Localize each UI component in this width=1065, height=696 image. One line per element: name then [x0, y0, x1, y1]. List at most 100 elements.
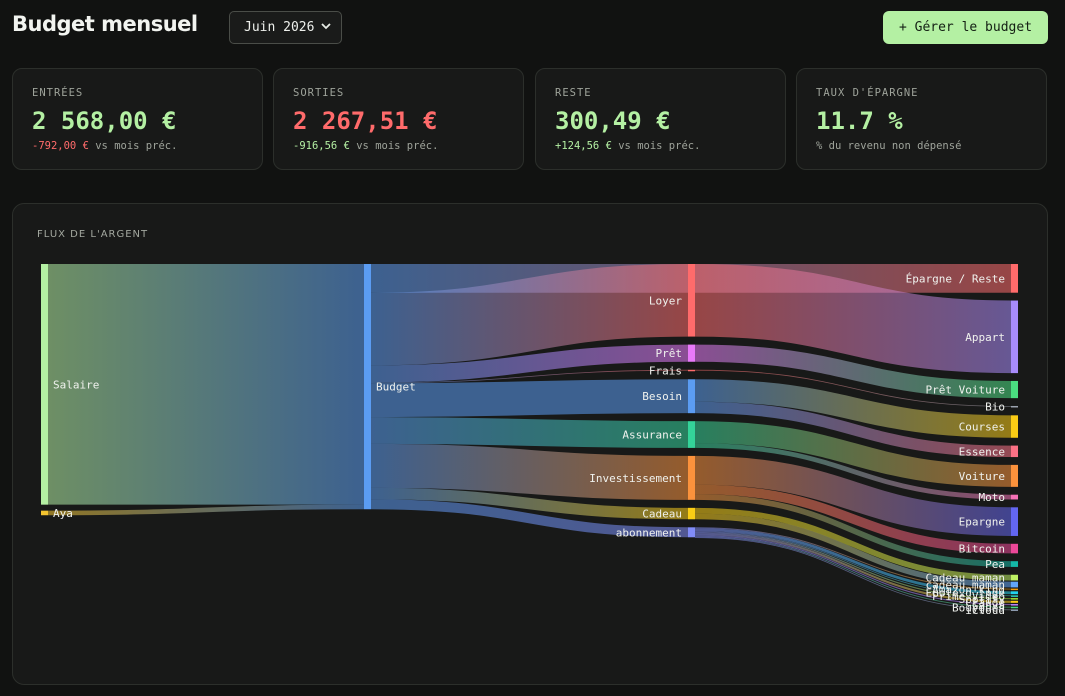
flow-node-label: Epargne: [959, 516, 1005, 529]
flow-node[interactable]: [1011, 604, 1018, 606]
flow-node[interactable]: [1011, 494, 1018, 500]
card-suffix: vs mois préc.: [95, 140, 178, 152]
card-remaining: RESTE 300,49 € +124,56 € vs mois préc.: [535, 68, 786, 170]
flow-node[interactable]: [1011, 600, 1018, 603]
flow-node-label: Investissement: [589, 472, 682, 485]
flow-link[interactable]: [47, 504, 365, 516]
flow-node[interactable]: [1011, 464, 1018, 487]
flow-link[interactable]: [694, 537, 1012, 611]
card-subtext: -792,00 € vs mois préc.: [32, 140, 262, 152]
flow-node[interactable]: [1011, 561, 1018, 567]
flow-node[interactable]: [1011, 588, 1018, 591]
flow-node-label: Spotify: [959, 593, 1006, 606]
flow-node[interactable]: [41, 264, 48, 505]
flow-node-label: Prime Vidéo: [932, 590, 1005, 603]
flow-link[interactable]: [694, 535, 1012, 606]
flow-link[interactable]: [370, 487, 689, 520]
flow-node-label: Voiture: [959, 470, 1005, 483]
flow-node[interactable]: [1011, 380, 1018, 399]
flow-node-label: Appart: [965, 331, 1005, 344]
flow-node-label: iCloud: [965, 604, 1005, 617]
flow-link[interactable]: [694, 369, 1012, 407]
flow-node[interactable]: [688, 344, 695, 362]
flow-node-label: Bitcoin: [959, 543, 1005, 556]
flow-node[interactable]: [688, 264, 695, 337]
manage-budget-button[interactable]: + Gérer le budget: [883, 11, 1048, 44]
flow-link[interactable]: [694, 513, 1012, 588]
card-subtext: % du revenu non dépensé: [816, 140, 1046, 152]
flow-node[interactable]: [1011, 581, 1018, 588]
flow-node[interactable]: [41, 510, 48, 516]
flow-node-label: Prêt: [656, 347, 683, 360]
flow-link[interactable]: [694, 507, 1012, 581]
flow-link[interactable]: [694, 531, 1012, 600]
flow-node[interactable]: [688, 379, 695, 414]
card-suffix: vs mois préc.: [618, 140, 701, 152]
card-label: TAUX D'ÉPARGNE: [816, 87, 919, 99]
card-subtext: -916,56 € vs mois préc.: [293, 140, 523, 152]
flow-link[interactable]: [694, 531, 1012, 597]
flow-link[interactable]: [694, 527, 1012, 590]
money-flow-panel: FLUX DE L'ARGENT Salaire Aya Budget Épargne…: [12, 203, 1048, 685]
flow-node[interactable]: [1011, 574, 1018, 581]
flow-node-label: Pea: [985, 558, 1005, 571]
flow-link[interactable]: [694, 421, 1012, 487]
card-delta: +124,56 €: [555, 140, 612, 152]
card-label: ENTRÉES: [32, 87, 84, 99]
flow-node[interactable]: [1011, 415, 1018, 438]
month-select-value: Juin 2026: [244, 20, 315, 35]
flow-node[interactable]: [1011, 405, 1018, 408]
flow-link[interactable]: [694, 528, 1012, 595]
flow-link[interactable]: [370, 379, 689, 418]
flow-node[interactable]: [688, 369, 695, 372]
flow-node-label: Frais: [649, 365, 682, 378]
flow-node-label: Besoin: [642, 390, 682, 403]
flow-node[interactable]: [1011, 264, 1018, 293]
card-savings-rate: TAUX D'ÉPARGNE 11.7 % % du revenu non dé…: [796, 68, 1047, 170]
flow-node[interactable]: [688, 455, 695, 500]
flow-node[interactable]: [1011, 591, 1018, 595]
flow-node[interactable]: [1011, 300, 1018, 374]
sankey-diagram: Salaire Aya Budget Épargne / Reste Loyer Prêt…: [41, 264, 1018, 617]
flow-node[interactable]: [1011, 606, 1018, 609]
card-delta: -916,56 €: [293, 140, 350, 152]
flow-link[interactable]: [694, 484, 1012, 554]
flow-node-label: Canva: [972, 599, 1005, 612]
flow-link[interactable]: [694, 401, 1012, 458]
flow-node-label: Cadeau maman: [926, 572, 1005, 585]
card-label: SORTIES: [293, 87, 345, 99]
flow-link[interactable]: [370, 264, 689, 366]
card-value: 11.7 %: [816, 107, 903, 135]
flow-node[interactable]: [1011, 598, 1018, 600]
flow-link[interactable]: [694, 536, 1012, 608]
flow-link[interactable]: [370, 417, 689, 448]
month-select[interactable]: Juin 2026: [229, 11, 342, 44]
flow-link[interactable]: [694, 379, 1012, 438]
flow-link[interactable]: [694, 533, 1012, 603]
flow-link[interactable]: [370, 499, 689, 538]
flow-node-label: Bouygues: [952, 601, 1005, 614]
flow-link[interactable]: [694, 264, 1012, 374]
flow-link[interactable]: [694, 344, 1012, 399]
flow-link[interactable]: [694, 455, 1012, 536]
flow-node[interactable]: [364, 264, 371, 510]
flow-node[interactable]: [1011, 445, 1018, 458]
flow-link[interactable]: [370, 369, 689, 384]
flow-node[interactable]: [1011, 507, 1018, 536]
summary-cards: ENTRÉES 2 568,00 € -792,00 € vs mois pré…: [12, 68, 1048, 170]
flow-link[interactable]: [694, 443, 1012, 500]
flow-node[interactable]: [1011, 609, 1018, 611]
flow-node[interactable]: [1011, 595, 1018, 597]
flow-link[interactable]: [694, 494, 1012, 567]
flow-node[interactable]: [688, 507, 695, 520]
flow-node-label: Essence: [959, 445, 1005, 458]
flow-link[interactable]: [370, 344, 689, 383]
card-income: ENTRÉES 2 568,00 € -792,00 € vs mois pré…: [12, 68, 263, 170]
flow-node[interactable]: [1011, 543, 1018, 554]
flow-node[interactable]: [688, 421, 695, 448]
flow-node-label: Cadeau: [642, 508, 682, 521]
flow-node-label: abonnement: [616, 526, 682, 539]
flow-link[interactable]: [370, 443, 689, 500]
flow-node[interactable]: [688, 527, 695, 538]
flow-node-label: Amazon kind: [932, 583, 1005, 596]
